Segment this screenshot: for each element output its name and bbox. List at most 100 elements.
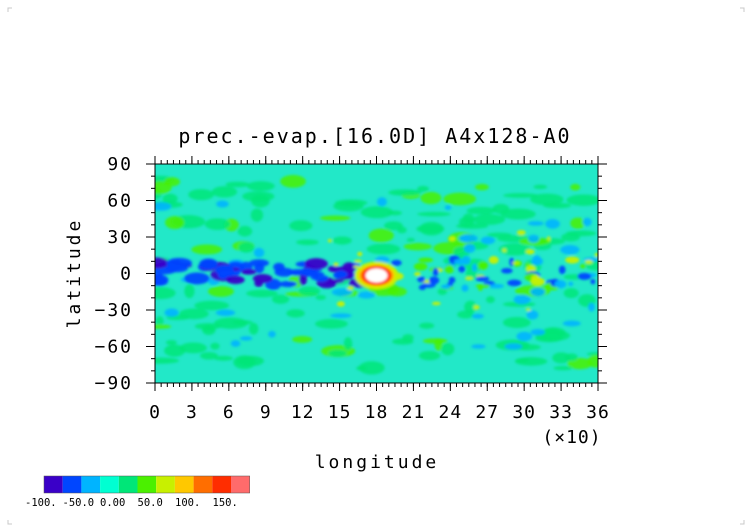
field-patch (388, 210, 402, 216)
field-patch (545, 219, 560, 229)
equatorial-patch (458, 265, 466, 273)
x-tick-label: 9 (260, 402, 272, 423)
heatmap-field (155, 164, 598, 383)
field-patch (253, 247, 265, 258)
field-patch (570, 183, 581, 191)
equatorial-patch (554, 280, 567, 289)
equatorial-minimum (254, 262, 265, 274)
corner-mark-bottom-left (7, 520, 12, 525)
equatorial-minimum (254, 279, 264, 287)
y-tick-label: 30 (107, 227, 133, 248)
equatorial-patch (507, 279, 522, 287)
colorbar-label: 150. (213, 497, 238, 509)
field-patch (356, 365, 367, 371)
field-patch (368, 228, 394, 243)
field-patch (155, 202, 172, 211)
field-patch (464, 300, 477, 314)
field-patch (207, 286, 234, 297)
equatorial-minimum (184, 272, 210, 285)
field-patch (480, 236, 496, 245)
field-patch (238, 242, 255, 253)
equatorial-minimum (298, 273, 308, 286)
field-patch (466, 206, 497, 215)
equatorial-patch (444, 264, 455, 274)
field-patch (286, 309, 305, 318)
equatorial-patch (558, 265, 566, 275)
x-axis-multiplier: (×10) (542, 427, 601, 448)
field-patch (225, 181, 250, 188)
field-patch (251, 194, 270, 208)
field-patch (441, 342, 455, 356)
field-patch (417, 211, 451, 217)
field-patch (271, 294, 290, 304)
field-patch (347, 285, 354, 291)
field-patch (296, 239, 319, 246)
field-patch (514, 357, 548, 366)
field-patch (448, 236, 456, 242)
field-patch (239, 336, 253, 341)
y-tick-label: 90 (107, 154, 133, 175)
equatorial-minimum (155, 257, 169, 269)
x-tick-label: 27 (475, 402, 499, 423)
field-patch (162, 193, 178, 204)
field-patch (471, 344, 486, 349)
colorbar-label: 100. (175, 497, 200, 509)
field-patch (547, 235, 551, 242)
equatorial-minimum (199, 258, 218, 270)
field-patch (210, 342, 220, 350)
equatorial-patch (488, 283, 505, 289)
tropical-maximum-contour (365, 268, 388, 283)
equatorial-patch (461, 284, 469, 292)
field-patch (204, 218, 231, 230)
equatorial-patch (418, 257, 434, 263)
field-patch (250, 208, 264, 222)
field-patch (191, 244, 223, 255)
field-patch (525, 249, 535, 255)
equatorial-minimum (278, 281, 297, 288)
field-patch (357, 291, 376, 299)
equatorial-patch (454, 258, 467, 265)
equatorial-patch (590, 278, 596, 285)
equatorial-patch (440, 284, 452, 290)
chart-title: prec.-evap.[16.0D] A4x128-A0 (178, 124, 571, 148)
field-patch (434, 338, 443, 351)
equatorial-minimum (334, 270, 348, 279)
field-patch (280, 174, 306, 188)
equatorial-patch (509, 257, 515, 267)
x-tick-label: 0 (149, 402, 161, 423)
field-patch (366, 243, 401, 255)
field-patch (530, 328, 546, 336)
equatorial-patch (471, 263, 477, 272)
field-patch (388, 189, 422, 196)
equatorial-minimum (155, 274, 169, 286)
equatorial-minimum (274, 267, 294, 277)
colorbar-label: -50.0 (63, 497, 95, 509)
field-patch (155, 316, 164, 327)
field-patch (215, 309, 236, 317)
field-patch (498, 243, 531, 256)
field-patch (248, 322, 259, 335)
field-patch (486, 296, 495, 304)
field-patch (211, 186, 238, 198)
field-patch (516, 229, 526, 236)
field-patch (463, 243, 476, 253)
colorbar-swatch (81, 476, 101, 493)
colorbar-swatch (231, 476, 250, 493)
colorbar-label: 50.0 (138, 497, 163, 509)
field-patch (472, 214, 506, 225)
field-patch (456, 223, 489, 229)
field-patch (335, 199, 368, 207)
field-patch (444, 205, 452, 210)
field-patch (419, 322, 435, 329)
x-tick-label: 21 (402, 402, 426, 423)
field-patch (563, 288, 579, 299)
field-patch (562, 320, 581, 327)
colorbar-swatch (137, 476, 157, 493)
field-patch (527, 221, 544, 226)
field-patch (561, 232, 581, 242)
field-patch (298, 286, 321, 296)
field-patch (560, 245, 580, 255)
equatorial-patch (568, 281, 574, 287)
field-patch (164, 308, 179, 317)
field-patch (403, 242, 432, 251)
